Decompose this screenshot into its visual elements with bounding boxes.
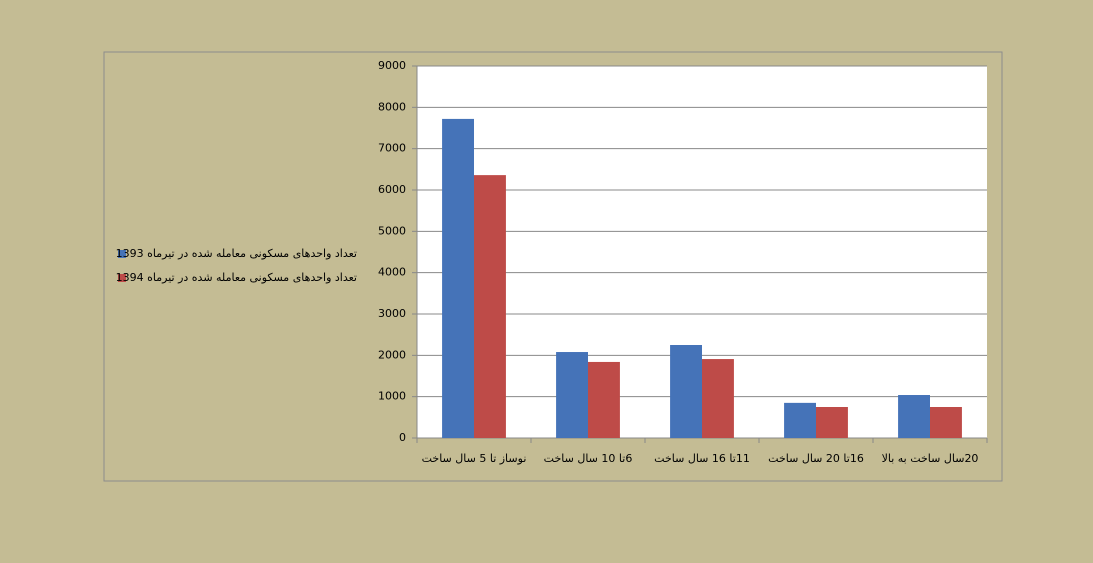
x-tick-label: 20سال ساخت به بالا xyxy=(882,452,979,465)
x-tick-label: 6تا 10 سال ساخت xyxy=(544,452,633,465)
y-tick-label: 6000 xyxy=(378,183,406,196)
y-tick-label: 2000 xyxy=(378,348,406,361)
bar xyxy=(474,175,506,438)
x-tick-label: 16تا 20 سال ساخت xyxy=(768,452,864,465)
y-tick-label: 0 xyxy=(399,431,406,444)
bar xyxy=(816,407,848,438)
y-tick-label: 5000 xyxy=(378,224,406,237)
bar xyxy=(442,118,474,438)
x-tick-label: نوساز تا 5 سال ساخت xyxy=(422,452,527,465)
legend-label: تعداد واحدهای مسکونی معامله شده در تیرما… xyxy=(116,247,357,260)
y-tick-label: 9000 xyxy=(378,59,406,72)
x-tick-label: 11تا 16 سال ساخت xyxy=(654,452,750,465)
legend-label: تعداد واحدهای مسکونی معامله شده در تیرما… xyxy=(116,271,357,284)
bar xyxy=(784,402,816,438)
bar xyxy=(556,352,588,438)
bar xyxy=(898,395,930,438)
y-tick-label: 1000 xyxy=(378,390,406,403)
y-tick-label: 4000 xyxy=(378,266,406,279)
y-tick-label: 7000 xyxy=(378,142,406,155)
bar xyxy=(930,407,962,438)
bar xyxy=(702,359,734,438)
legend-swatch xyxy=(118,274,126,282)
y-tick-label: 8000 xyxy=(378,100,406,113)
bar xyxy=(670,345,702,438)
bar xyxy=(588,361,620,438)
legend-swatch xyxy=(118,250,126,258)
y-tick-label: 3000 xyxy=(378,307,406,320)
